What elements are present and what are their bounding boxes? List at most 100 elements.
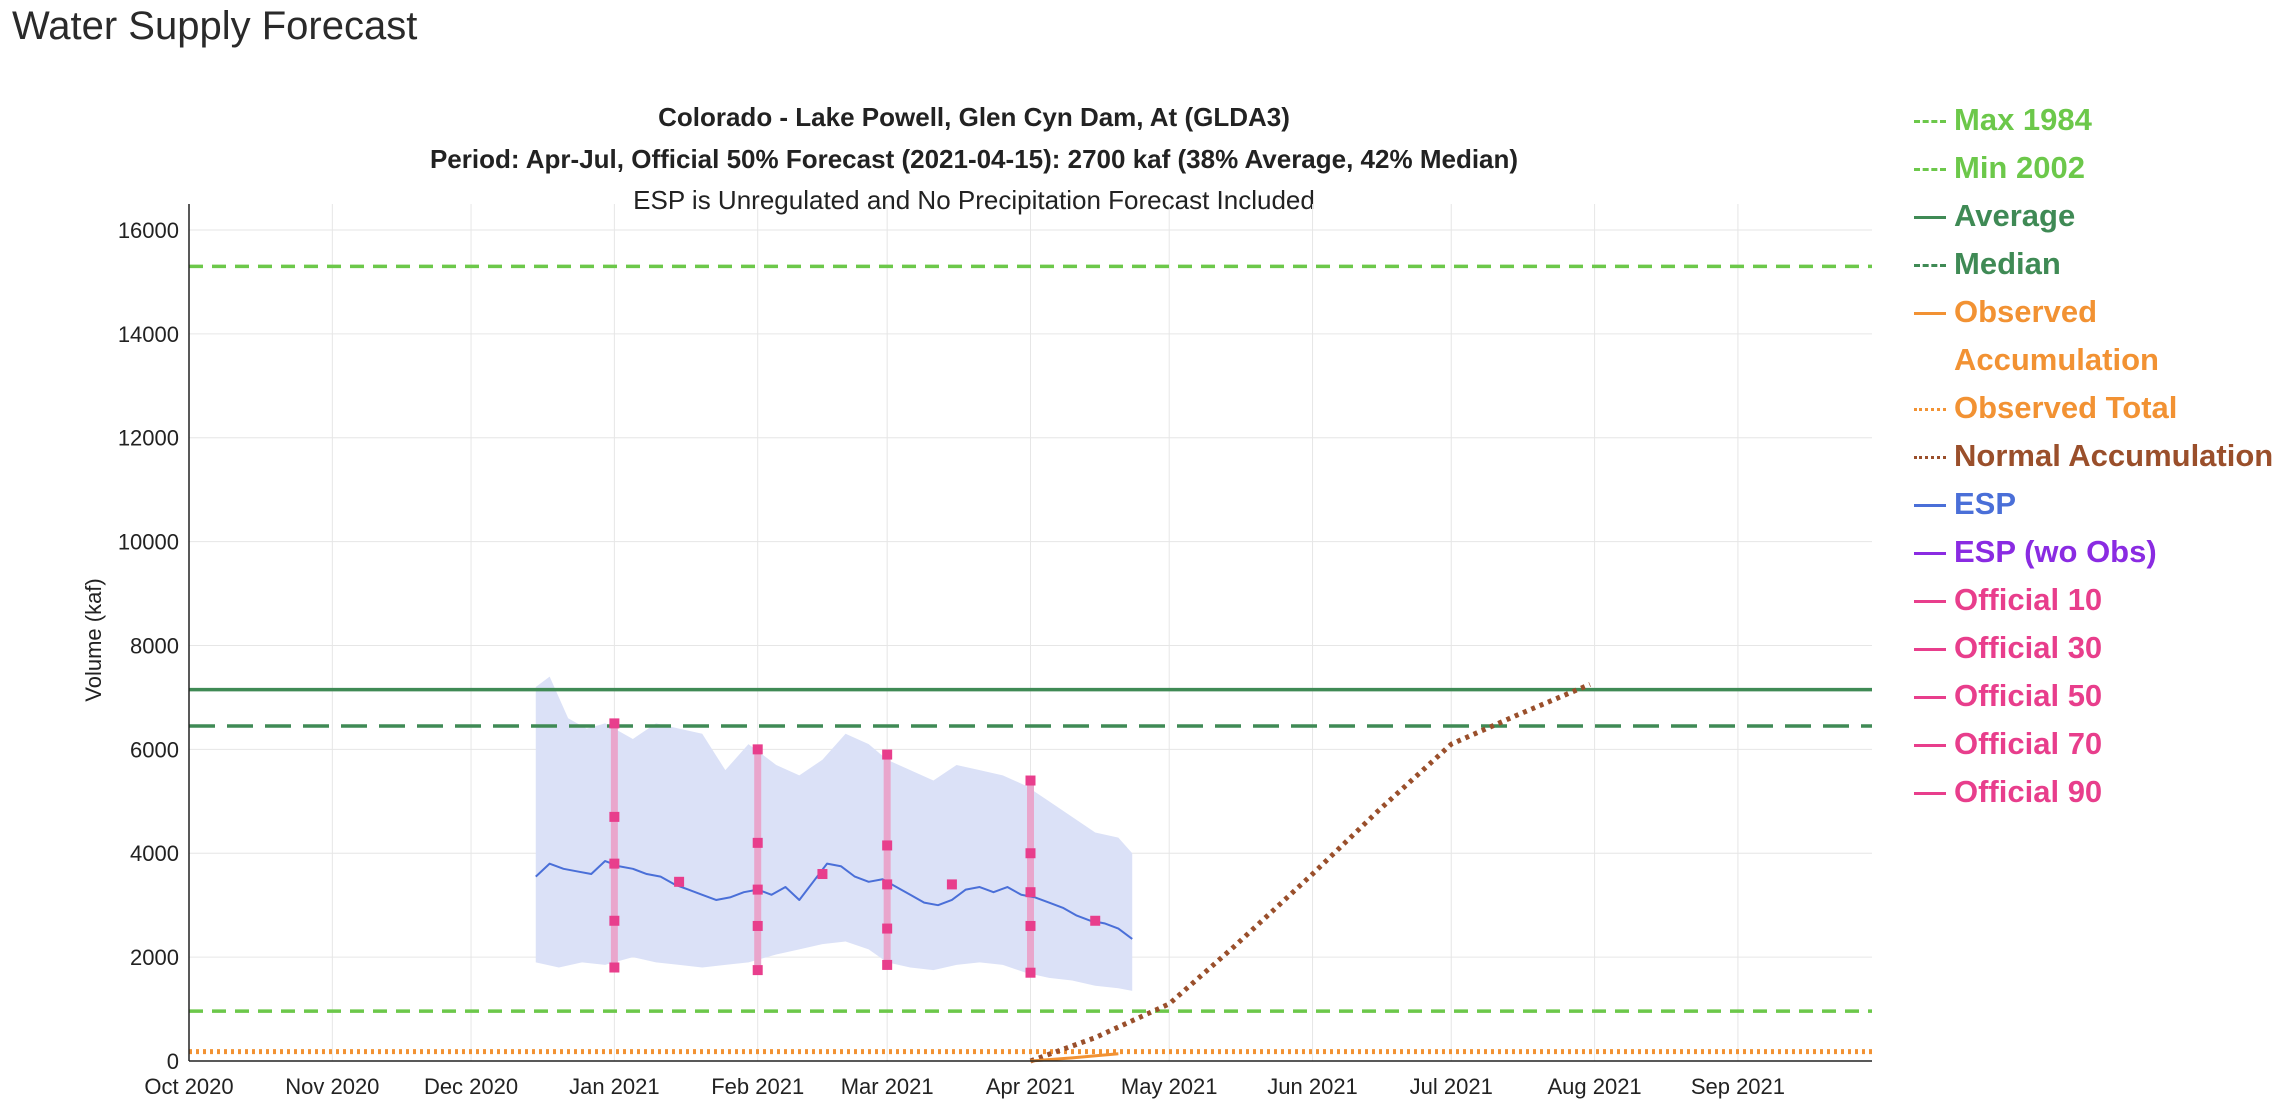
legend-swatch xyxy=(1912,96,1948,144)
legend-swatch xyxy=(1912,576,1948,624)
official-marker xyxy=(1025,967,1036,978)
legend-item[interactable]: ESP xyxy=(1912,480,2282,528)
series-layer xyxy=(535,682,1591,1064)
legend-swatch xyxy=(1912,528,1948,576)
legend-item[interactable]: Min 2002 xyxy=(1912,144,2282,192)
official-marker xyxy=(1025,848,1036,859)
water-supply-chart: Colorado - Lake Powell, Glen Cyn Dam, At… xyxy=(81,102,1872,1099)
x-tick-label: Sep 2021 xyxy=(1691,1074,1785,1099)
chart-note: ESP is Unregulated and No Precipitation … xyxy=(633,185,1315,215)
official-marker xyxy=(1025,920,1036,931)
y-tick-label: 2000 xyxy=(130,945,179,970)
esp-band xyxy=(535,676,1133,991)
legend-swatch xyxy=(1912,144,1948,192)
official-marker xyxy=(752,920,763,931)
page-title: Water Supply Forecast xyxy=(12,4,418,48)
y-tick-label: 16000 xyxy=(118,218,179,243)
official-marker xyxy=(609,858,620,869)
legend-item[interactable]: Official 30 xyxy=(1912,624,2282,672)
official-marker xyxy=(1090,915,1101,926)
legend-label: Official 10 xyxy=(1954,582,2103,617)
official-marker xyxy=(752,884,763,895)
legend-label: Official 70 xyxy=(1954,726,2103,761)
x-tick-label: May 2021 xyxy=(1121,1074,1218,1099)
legend-swatch xyxy=(1912,384,1948,432)
official-marker xyxy=(752,837,763,848)
legend-swatch xyxy=(1912,624,1948,672)
official-marker xyxy=(674,876,685,887)
legend-label: Observed Accumulation xyxy=(1954,294,2159,377)
legend-swatch xyxy=(1912,432,1948,480)
legend-item[interactable]: Official 10 xyxy=(1912,576,2282,624)
legend-item[interactable]: ESP (wo Obs) xyxy=(1912,528,2282,576)
axis-layer: 0 2000 4000 6000 8000 10000 12000 14000 16000 Oct… xyxy=(118,204,1872,1099)
official-marker xyxy=(752,744,763,755)
y-tick-label: 6000 xyxy=(130,737,179,762)
x-tick-label: Mar 2021 xyxy=(841,1074,934,1099)
x-tick-label: Aug 2021 xyxy=(1547,1074,1641,1099)
legend-label: Average xyxy=(1954,198,2076,233)
legend-item[interactable]: Official 90 xyxy=(1912,768,2282,816)
x-tick-label: Oct 2020 xyxy=(144,1074,233,1099)
legend-item[interactable]: Observed Total xyxy=(1912,384,2282,432)
official-marker xyxy=(817,869,828,880)
official-marker xyxy=(882,749,893,760)
legend-item[interactable]: Average xyxy=(1912,192,2282,240)
x-tick-label: Dec 2020 xyxy=(424,1074,518,1099)
legend-swatch xyxy=(1912,240,1948,288)
legend-label: Official 90 xyxy=(1954,774,2103,809)
legend-label: Median xyxy=(1954,246,2061,281)
legend-swatch xyxy=(1912,768,1948,816)
legend-swatch xyxy=(1912,672,1948,720)
official-marker xyxy=(1025,887,1036,898)
x-tick-label: Jul 2021 xyxy=(1410,1074,1493,1099)
legend-item[interactable]: Official 70 xyxy=(1912,720,2282,768)
legend-item[interactable]: Median xyxy=(1912,240,2282,288)
legend-swatch xyxy=(1912,192,1948,240)
legend-swatch xyxy=(1912,288,1948,336)
y-tick-label: 14000 xyxy=(118,322,179,347)
legend-label: Official 50 xyxy=(1954,678,2103,713)
x-tick-label: Apr 2021 xyxy=(986,1074,1075,1099)
official-marker xyxy=(1025,775,1036,786)
official-marker xyxy=(609,915,620,926)
legend-item[interactable]: Normal Accumulation xyxy=(1912,432,2282,480)
legend-label: Observed Total xyxy=(1954,390,2178,425)
official-marker xyxy=(882,840,893,851)
x-tick-label: Jun 2021 xyxy=(1267,1074,1358,1099)
y-axis-label: Volume (kaf) xyxy=(81,578,106,702)
legend-item[interactable]: Observed Accumulation xyxy=(1912,288,2282,384)
legend-label: Normal Accumulation xyxy=(1954,438,2274,473)
x-tick-label: Feb 2021 xyxy=(711,1074,804,1099)
legend-label: Official 30 xyxy=(1954,630,2103,665)
legend-item[interactable]: Official 50 xyxy=(1912,672,2282,720)
legend-label: ESP xyxy=(1954,486,2017,521)
y-tick-label: 0 xyxy=(167,1049,179,1074)
chart-legend: Max 1984 Min 2002 Average Median Observed Ac… xyxy=(1912,96,2282,816)
observed-accumulation-line xyxy=(1030,1052,1119,1063)
normal-accumulation-line xyxy=(1029,682,1591,1064)
legend-swatch xyxy=(1912,480,1948,528)
official-marker xyxy=(882,959,893,970)
x-tick-label: Nov 2020 xyxy=(285,1074,379,1099)
official-marker xyxy=(752,965,763,976)
official-marker xyxy=(946,879,957,890)
reference-lines-layer xyxy=(189,264,1872,1055)
y-tick-label: 8000 xyxy=(130,633,179,658)
official-marker xyxy=(609,811,620,822)
official-marker xyxy=(882,923,893,934)
y-tick-label: 4000 xyxy=(130,841,179,866)
x-tick-label: Jan 2021 xyxy=(569,1074,660,1099)
chart-title: Colorado - Lake Powell, Glen Cyn Dam, At… xyxy=(658,102,1290,132)
esp-band-layer xyxy=(535,676,1133,991)
official-marker xyxy=(882,879,893,890)
legend-item[interactable]: Max 1984 xyxy=(1912,96,2282,144)
y-tick-label: 12000 xyxy=(118,426,179,451)
chart-subtitle: Period: Apr-Jul, Official 50% Forecast (… xyxy=(430,144,1518,174)
legend-swatch xyxy=(1912,720,1948,768)
legend-label: Min 2002 xyxy=(1954,150,2085,185)
legend-label: Max 1984 xyxy=(1954,102,2092,137)
legend-label: ESP (wo Obs) xyxy=(1954,534,2157,569)
y-tick-label: 10000 xyxy=(118,530,179,555)
official-marker xyxy=(609,718,620,729)
